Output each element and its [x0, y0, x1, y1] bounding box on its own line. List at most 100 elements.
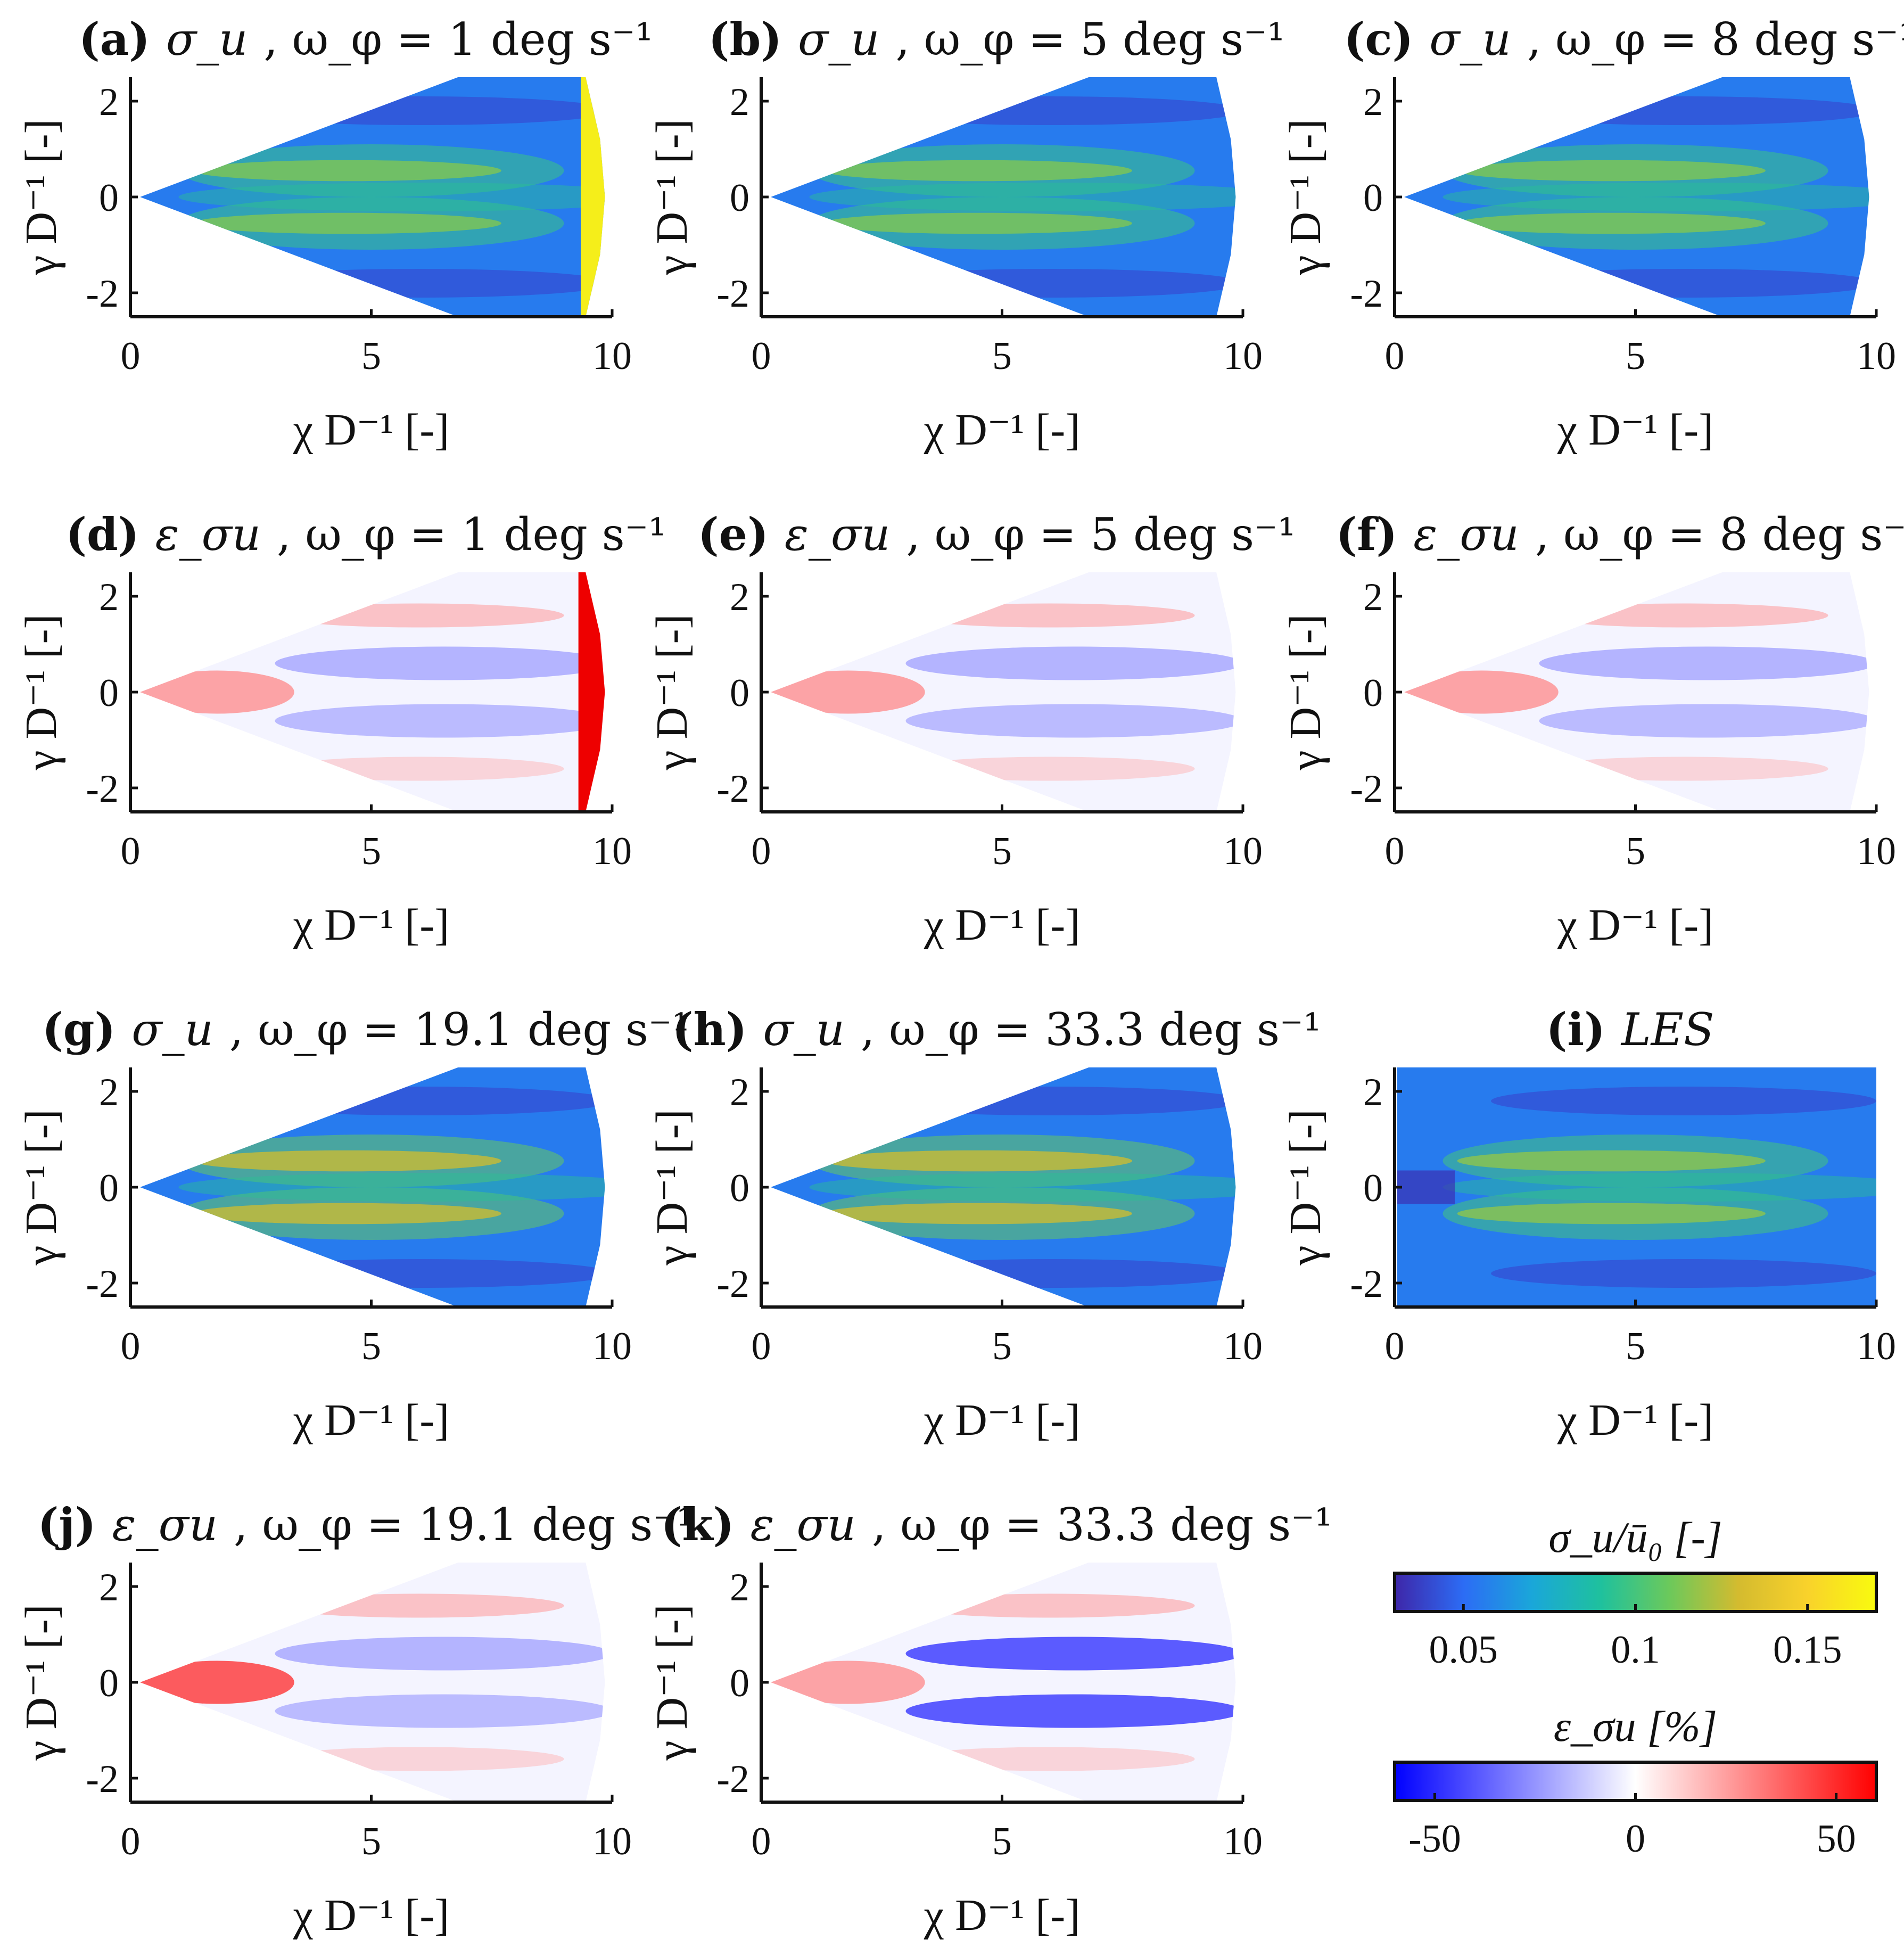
field-c	[1404, 77, 1869, 317]
panel-label: (h)	[672, 1003, 747, 1056]
panel-label: (i)	[1546, 1003, 1605, 1056]
outer-low-band	[858, 269, 1236, 298]
panel-label: (a)	[79, 13, 150, 65]
panel-label: (j)	[38, 1498, 96, 1551]
panel-title: (g) σ_u , ω_φ = 19.1 deg s⁻¹	[42, 1003, 690, 1056]
wake-core	[1443, 1173, 1876, 1202]
overestimate-band	[905, 1593, 1195, 1618]
shear-layer-peak	[193, 160, 501, 182]
x-tick-label: 0	[1385, 1325, 1405, 1368]
panel-omega: , ω_φ = 5 deg s⁻¹	[895, 13, 1285, 65]
colorbar-title: ε_σu [%]	[1554, 1702, 1717, 1750]
y-tick-label: 2	[1363, 80, 1383, 124]
panel-quantity: σ_u	[1429, 13, 1511, 65]
x-tick-label: 0	[752, 334, 771, 378]
underestimate-band	[275, 1637, 605, 1671]
x-axis-label: χ D⁻¹ [-]	[1557, 1395, 1713, 1445]
x-tick-label: 5	[361, 829, 381, 873]
x-tick-label: 5	[992, 829, 1012, 873]
panel-label: (f)	[1336, 508, 1398, 561]
panel-omega: , ω_φ = 1 deg s⁻¹	[263, 13, 653, 65]
x-tick-label: 0	[121, 829, 141, 873]
y-tick-label: 0	[730, 176, 749, 220]
colorbar-tick-label: 0.05	[1429, 1628, 1498, 1672]
y-tick-label: 2	[730, 80, 749, 124]
panel-omega: , ω_φ = 33.3 deg s⁻¹	[872, 1499, 1332, 1551]
shear-layer-peak	[193, 1203, 501, 1224]
overestimate-band	[275, 757, 564, 781]
y-tick-label: -2	[716, 767, 749, 811]
overestimate-band	[275, 603, 564, 628]
x-tick-label: 10	[592, 1325, 632, 1368]
wake-core	[809, 183, 1236, 211]
edge-artifact	[581, 77, 605, 317]
y-tick-label: -2	[716, 1757, 749, 1801]
y-tick-label: 2	[99, 1566, 119, 1609]
overestimate-band	[275, 1747, 564, 1771]
underestimate-band	[1539, 646, 1869, 680]
y-tick-label: -2	[86, 272, 119, 316]
colorbar-tick-label: 0.1	[1611, 1628, 1660, 1672]
y-axis-label: γ D⁻¹ [-]	[647, 614, 697, 770]
y-tick-label: 2	[1363, 576, 1383, 619]
panel-title: (i) LES	[1546, 1003, 1714, 1056]
panel-quantity: ε_σu	[112, 1499, 218, 1551]
colorbar-title: σ_u/ū₀ [-]	[1548, 1513, 1722, 1561]
panel-label: (g)	[42, 1003, 116, 1056]
outer-low-band	[1491, 269, 1869, 298]
panel-omega: , ω_φ = 19.1 deg s⁻¹	[229, 1004, 690, 1056]
x-tick-label: 5	[992, 1820, 1012, 1863]
field-a	[140, 77, 605, 317]
y-tick-label: 0	[99, 1662, 119, 1705]
shear-layer-peak	[1457, 1203, 1766, 1224]
y-tick-label: 0	[1363, 1166, 1383, 1210]
x-tick-label: 10	[592, 334, 632, 378]
x-tick-label: 0	[752, 1325, 771, 1368]
underestimate-band	[905, 704, 1236, 738]
x-tick-label: 0	[752, 829, 771, 873]
panel-label: (b)	[708, 13, 782, 65]
x-axis-label: χ D⁻¹ [-]	[1557, 405, 1713, 455]
overestimate-band	[275, 1593, 564, 1618]
panel-quantity: ε_σu	[750, 1499, 856, 1551]
outer-low-band	[1491, 1259, 1876, 1288]
x-axis-label: χ D⁻¹ [-]	[1557, 900, 1713, 950]
x-tick-label: 0	[121, 1325, 141, 1368]
underestimate-band	[1539, 704, 1869, 738]
underestimate-band	[905, 1694, 1236, 1728]
x-tick-label: 0	[121, 1820, 141, 1863]
field-d	[140, 572, 605, 812]
panel-title: (c) σ_u , ω_φ = 8 deg s⁻¹	[1344, 13, 1904, 65]
y-tick-label: 2	[730, 1566, 749, 1609]
panel-title: (k) ε_σu , ω_φ = 33.3 deg s⁻¹	[661, 1498, 1333, 1551]
y-tick-label: 2	[1363, 1071, 1383, 1114]
y-axis-label: γ D⁻¹ [-]	[17, 119, 66, 275]
y-tick-label: -2	[716, 1262, 749, 1306]
panel-quantity: ε_σu	[155, 508, 261, 561]
panel-label: (d)	[65, 508, 139, 561]
colorbar-sigma: σ_u/ū₀ [-] 0.05 0.1 0.15	[1393, 1513, 1878, 1672]
field-b	[771, 77, 1236, 317]
x-tick-label: 5	[1626, 334, 1645, 378]
field-k	[771, 1563, 1236, 1802]
outer-low-band	[227, 96, 605, 125]
colorbar-tick-label: 50	[1817, 1817, 1856, 1861]
panel-quantity: σ_u	[166, 13, 248, 65]
shear-layer-peak	[1457, 1150, 1766, 1172]
shear-layer-peak	[1457, 212, 1766, 234]
x-tick-label: 10	[1857, 1325, 1896, 1368]
field-g	[140, 1067, 605, 1307]
y-tick-label: 2	[730, 576, 749, 619]
underestimate-band	[905, 646, 1236, 680]
x-tick-label: 10	[1223, 1820, 1263, 1863]
underestimate-band	[275, 646, 605, 680]
x-axis-label: χ D⁻¹ [-]	[924, 1395, 1080, 1445]
outer-low-band	[227, 1259, 605, 1288]
panel-omega: , ω_φ = 5 deg s⁻¹	[906, 508, 1296, 561]
